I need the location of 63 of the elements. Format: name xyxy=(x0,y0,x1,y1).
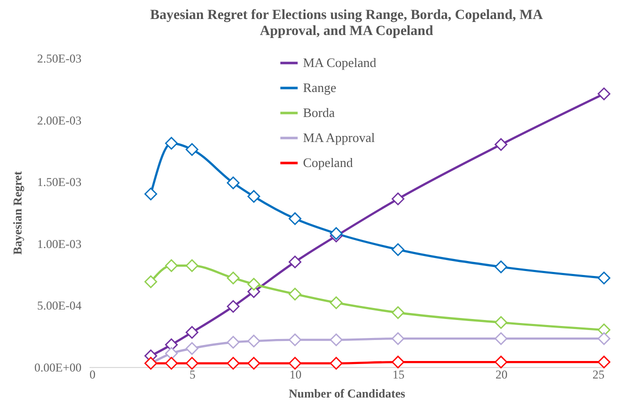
point xyxy=(186,356,198,370)
x-tick-label: 15 xyxy=(392,368,404,382)
point xyxy=(288,333,302,346)
point xyxy=(494,356,508,368)
point xyxy=(247,334,260,348)
point xyxy=(247,356,260,370)
point xyxy=(144,275,158,288)
point xyxy=(226,300,240,313)
point xyxy=(288,256,302,268)
point xyxy=(392,356,404,368)
point xyxy=(598,356,610,368)
x-axis-title: Number of Candidates xyxy=(288,386,406,400)
y-tick-label: 5.00E-04 xyxy=(37,298,82,313)
chart-title: Bayesian Regret for Elections using Range, Borda, Copeland, MA Approval, and MA Copeland xyxy=(150,8,544,39)
point xyxy=(226,356,240,370)
point xyxy=(494,332,508,345)
point xyxy=(165,356,178,370)
legend-label: MA Approval xyxy=(303,130,376,145)
x-tick-label: 5 xyxy=(190,368,196,382)
point xyxy=(165,136,178,150)
x-tick-label: 25 xyxy=(592,368,604,382)
point xyxy=(330,296,343,310)
point xyxy=(494,316,508,329)
y-tick-label: 2.50E-03 xyxy=(37,52,82,66)
y-tick-label: 0.00E+00 xyxy=(34,360,82,374)
y-tick-label: 2.00E-03 xyxy=(37,113,82,128)
point xyxy=(226,176,240,190)
legend-label: Borda xyxy=(303,105,335,120)
point xyxy=(392,243,404,256)
point xyxy=(330,227,343,240)
x-tick-label: 10 xyxy=(290,368,302,382)
legend-label: MA Copeland xyxy=(303,55,377,70)
point xyxy=(288,288,302,300)
legend-label: Copeland xyxy=(303,155,354,170)
point xyxy=(392,332,404,345)
point xyxy=(226,336,240,349)
point xyxy=(494,138,508,151)
point xyxy=(330,333,343,346)
point xyxy=(186,326,198,339)
point xyxy=(186,259,198,272)
y-axis-title: Bayesian Regret xyxy=(10,171,24,255)
point xyxy=(186,342,198,355)
point xyxy=(598,87,610,100)
point xyxy=(165,259,178,272)
point xyxy=(288,212,302,226)
point xyxy=(598,332,610,345)
point xyxy=(392,306,404,319)
x-tick-label: 20 xyxy=(496,368,508,382)
y-tick-label: 1.00E-03 xyxy=(37,236,82,251)
point xyxy=(247,190,260,203)
point xyxy=(186,143,198,156)
point xyxy=(165,347,178,360)
point xyxy=(144,188,158,200)
point xyxy=(598,272,610,284)
point xyxy=(247,278,260,291)
point xyxy=(226,272,240,284)
y-tick-label: 1.50E-03 xyxy=(37,175,82,190)
x-tick-label: 0 xyxy=(90,368,96,382)
point xyxy=(494,260,508,274)
legend-label: Range xyxy=(303,80,336,95)
point xyxy=(392,192,404,206)
point xyxy=(288,356,302,370)
point xyxy=(330,356,343,370)
